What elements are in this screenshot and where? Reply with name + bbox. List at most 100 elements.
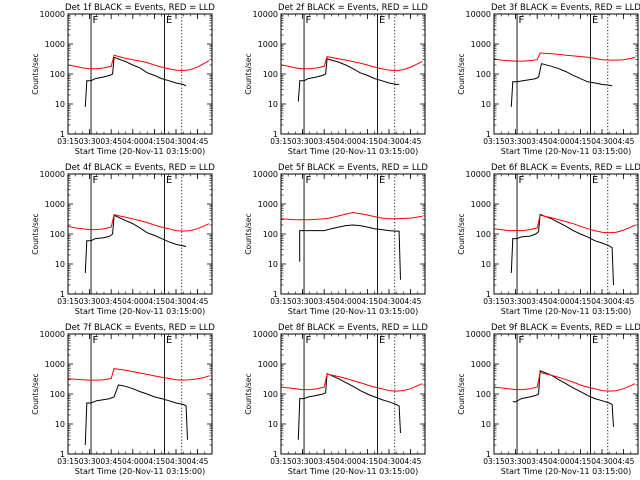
y-axis-label: Counts/sec [31, 213, 40, 254]
x-axis-label: Start Time (20-Nov-11 03:15:00) [75, 307, 205, 316]
x-tick-label: 03:45 [526, 297, 548, 306]
x-tick-label: 04:45 [400, 137, 422, 146]
detector-panel: Det 4f BLACK = Events, RED = LLD 1 10 100 10… [31, 163, 215, 316]
y-tick-label: 1000 [258, 360, 278, 369]
y-tick-label: 100 [476, 230, 491, 239]
panel-title: Det 9f BLACK = Events, RED = LLD [491, 323, 640, 333]
y-tick-label: 10 [481, 100, 491, 109]
y-tick-label: 10000 [40, 10, 65, 19]
detector-panel: Det 5f BLACK = Events, RED = LLD 1 10 100 10… [244, 163, 428, 316]
detector-panel: Det 7f BLACK = Events, RED = LLD 1 10 100 10… [31, 323, 215, 476]
x-tick-label: 04:30 [591, 137, 613, 146]
series-line [297, 372, 401, 440]
x-tick-label: 03:30 [505, 297, 527, 306]
x-tick-label: 04:45 [187, 297, 209, 306]
x-tick-label: 04:45 [400, 297, 422, 306]
x-tick-label: 03:30 [292, 137, 314, 146]
y-tick-label: 100 [263, 390, 278, 399]
x-tick-label: 03:30 [79, 457, 101, 466]
series-line [68, 368, 210, 381]
series-line [68, 214, 210, 232]
plot-frame [493, 173, 639, 295]
x-tick-label: 04:15 [570, 137, 592, 146]
x-tick-label: 03:45 [526, 137, 548, 146]
panel-title: Det 1f BLACK = Events, RED = LLD [65, 3, 215, 13]
x-tick-label: 04:00 [335, 457, 357, 466]
y-tick-label: 1 [273, 290, 278, 299]
series-line [510, 63, 613, 107]
x-axis-label: Start Time (20-Nov-11 03:15:00) [75, 467, 205, 476]
time-marker-label: F [306, 15, 312, 26]
panel-title: Det 7f BLACK = Events, RED = LLD [65, 323, 215, 333]
x-tick-label: 04:15 [570, 297, 592, 306]
series-line [84, 214, 187, 274]
x-tick-label: 03:15 [483, 137, 505, 146]
time-marker-label: E [166, 175, 172, 186]
time-marker-label: E [379, 175, 385, 186]
y-tick-label: 10 [268, 100, 278, 109]
y-tick-label: 1 [486, 290, 491, 299]
time-marker-label: E [166, 335, 172, 346]
y-axis-label: Counts/sec [244, 373, 253, 414]
x-axis-label: Start Time (20-Nov-11 03:15:00) [288, 307, 418, 316]
series-line [281, 211, 423, 221]
x-axis-label: Start Time (20-Nov-11 03:15:00) [288, 467, 418, 476]
x-tick-label: 04:00 [122, 137, 144, 146]
series-line [494, 52, 636, 62]
y-tick-label: 1000 [471, 40, 491, 49]
series-line [494, 214, 636, 234]
x-tick-label: 03:45 [313, 137, 335, 146]
time-marker-label: F [93, 175, 99, 186]
y-tick-label: 100 [476, 390, 491, 399]
x-tick-label: 04:30 [165, 457, 187, 466]
x-tick-label: 04:45 [613, 137, 635, 146]
x-tick-label: 03:30 [79, 297, 101, 306]
panel-title: Det 4f BLACK = Events, RED = LLD [65, 163, 215, 173]
y-tick-label: 1 [60, 450, 65, 459]
x-tick-label: 03:45 [100, 297, 122, 306]
plot-frame [67, 173, 213, 295]
x-tick-label: 03:15 [483, 297, 505, 306]
y-tick-label: 100 [263, 230, 278, 239]
x-tick-label: 04:15 [144, 297, 166, 306]
panel-title: Det 8f BLACK = Events, RED = LLD [278, 323, 428, 333]
series-group [494, 52, 636, 107]
x-tick-label: 04:30 [378, 457, 400, 466]
y-axis-label: Counts/sec [244, 53, 253, 94]
y-axis-label: Counts/sec [244, 213, 253, 254]
y-tick-label: 10 [268, 260, 278, 269]
time-marker-label: E [592, 15, 598, 26]
series-group [281, 211, 423, 280]
plot-frame [280, 13, 426, 135]
y-tick-label: 1000 [471, 200, 491, 209]
series-group [494, 369, 636, 427]
detector-panel: Det 2f BLACK = Events, RED = LLD 1 10 100 10… [244, 3, 428, 156]
detector-panel: Det 6f BLACK = Events, RED = LLD 1 10 100 10… [457, 163, 640, 316]
x-tick-label: 04:00 [335, 137, 357, 146]
x-tick-label: 04:45 [187, 137, 209, 146]
x-tick-label: 03:30 [79, 137, 101, 146]
y-tick-label: 10 [268, 420, 278, 429]
series-line [84, 56, 187, 107]
y-tick-label: 10000 [253, 170, 278, 179]
x-tick-label: 04:00 [548, 297, 570, 306]
y-tick-label: 1000 [471, 360, 491, 369]
y-axis-label: Counts/sec [31, 373, 40, 414]
y-tick-label: 10000 [253, 330, 278, 339]
x-tick-label: 04:00 [335, 297, 357, 306]
x-tick-label: 04:45 [400, 457, 422, 466]
x-tick-label: 03:45 [100, 137, 122, 146]
x-tick-label: 04:30 [591, 457, 613, 466]
y-axis-label: Counts/sec [31, 53, 40, 94]
x-tick-label: 04:30 [165, 297, 187, 306]
x-tick-label: 03:30 [505, 137, 527, 146]
x-tick-label: 04:00 [548, 457, 570, 466]
series-line [297, 58, 400, 102]
series-group [494, 213, 636, 286]
y-tick-label: 100 [50, 390, 65, 399]
time-marker-label: F [306, 335, 312, 346]
time-marker-label: E [166, 15, 172, 26]
x-tick-label: 04:15 [570, 457, 592, 466]
x-axis-label: Start Time (20-Nov-11 03:15:00) [75, 147, 205, 156]
